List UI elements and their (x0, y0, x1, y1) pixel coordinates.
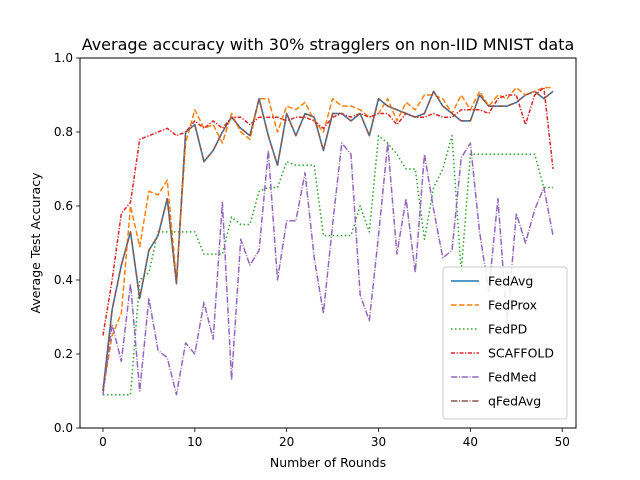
y-axis: 0.0 0.2 0.4 0.6 0.8 1.0 (54, 51, 80, 435)
legend-label-fedmed: FedMed (488, 370, 537, 385)
legend: FedAvg FedProx FedPD SCAFFOLD FedMed qFedAvg (442, 266, 568, 420)
series-line-scaffold (102, 86, 554, 336)
x-tick-label: 20 (279, 435, 294, 449)
y-tick-label: 0.8 (54, 125, 73, 139)
x-tick-label: 10 (187, 435, 202, 449)
series-line-fedmed (102, 142, 554, 396)
x-tick-label: 0 (99, 435, 107, 449)
y-tick-label: 0.2 (54, 347, 73, 361)
series-line-qfedavg (102, 90, 554, 392)
chart-title: Average accuracy with 30% stragglers on … (82, 35, 575, 54)
x-tick-label: 50 (555, 435, 570, 449)
legend-label-fedavg: FedAvg (488, 274, 533, 289)
x-tick-label: 30 (371, 435, 386, 449)
plot-frame (79, 57, 577, 429)
legend-box (442, 266, 568, 420)
y-tick-label: 0.0 (54, 421, 73, 435)
series-layer (102, 86, 554, 396)
x-tick-label: 40 (463, 435, 478, 449)
legend-label-fedpd: FedPD (488, 322, 527, 337)
legend-label-qfedavg: qFedAvg (488, 394, 541, 409)
y-axis-label: Average Test Accuracy (28, 172, 43, 314)
legend-label-scaffold: SCAFFOLD (488, 346, 554, 361)
x-axis: 0 10 20 30 40 50 (99, 428, 570, 449)
y-tick-label: 0.6 (54, 199, 73, 213)
x-axis-label: Number of Rounds (270, 455, 386, 470)
legend-label-fedprox: FedProx (488, 298, 537, 313)
y-tick-label: 1.0 (54, 51, 73, 65)
y-tick-label: 0.4 (54, 273, 73, 287)
series-line-fedpd (102, 134, 554, 396)
